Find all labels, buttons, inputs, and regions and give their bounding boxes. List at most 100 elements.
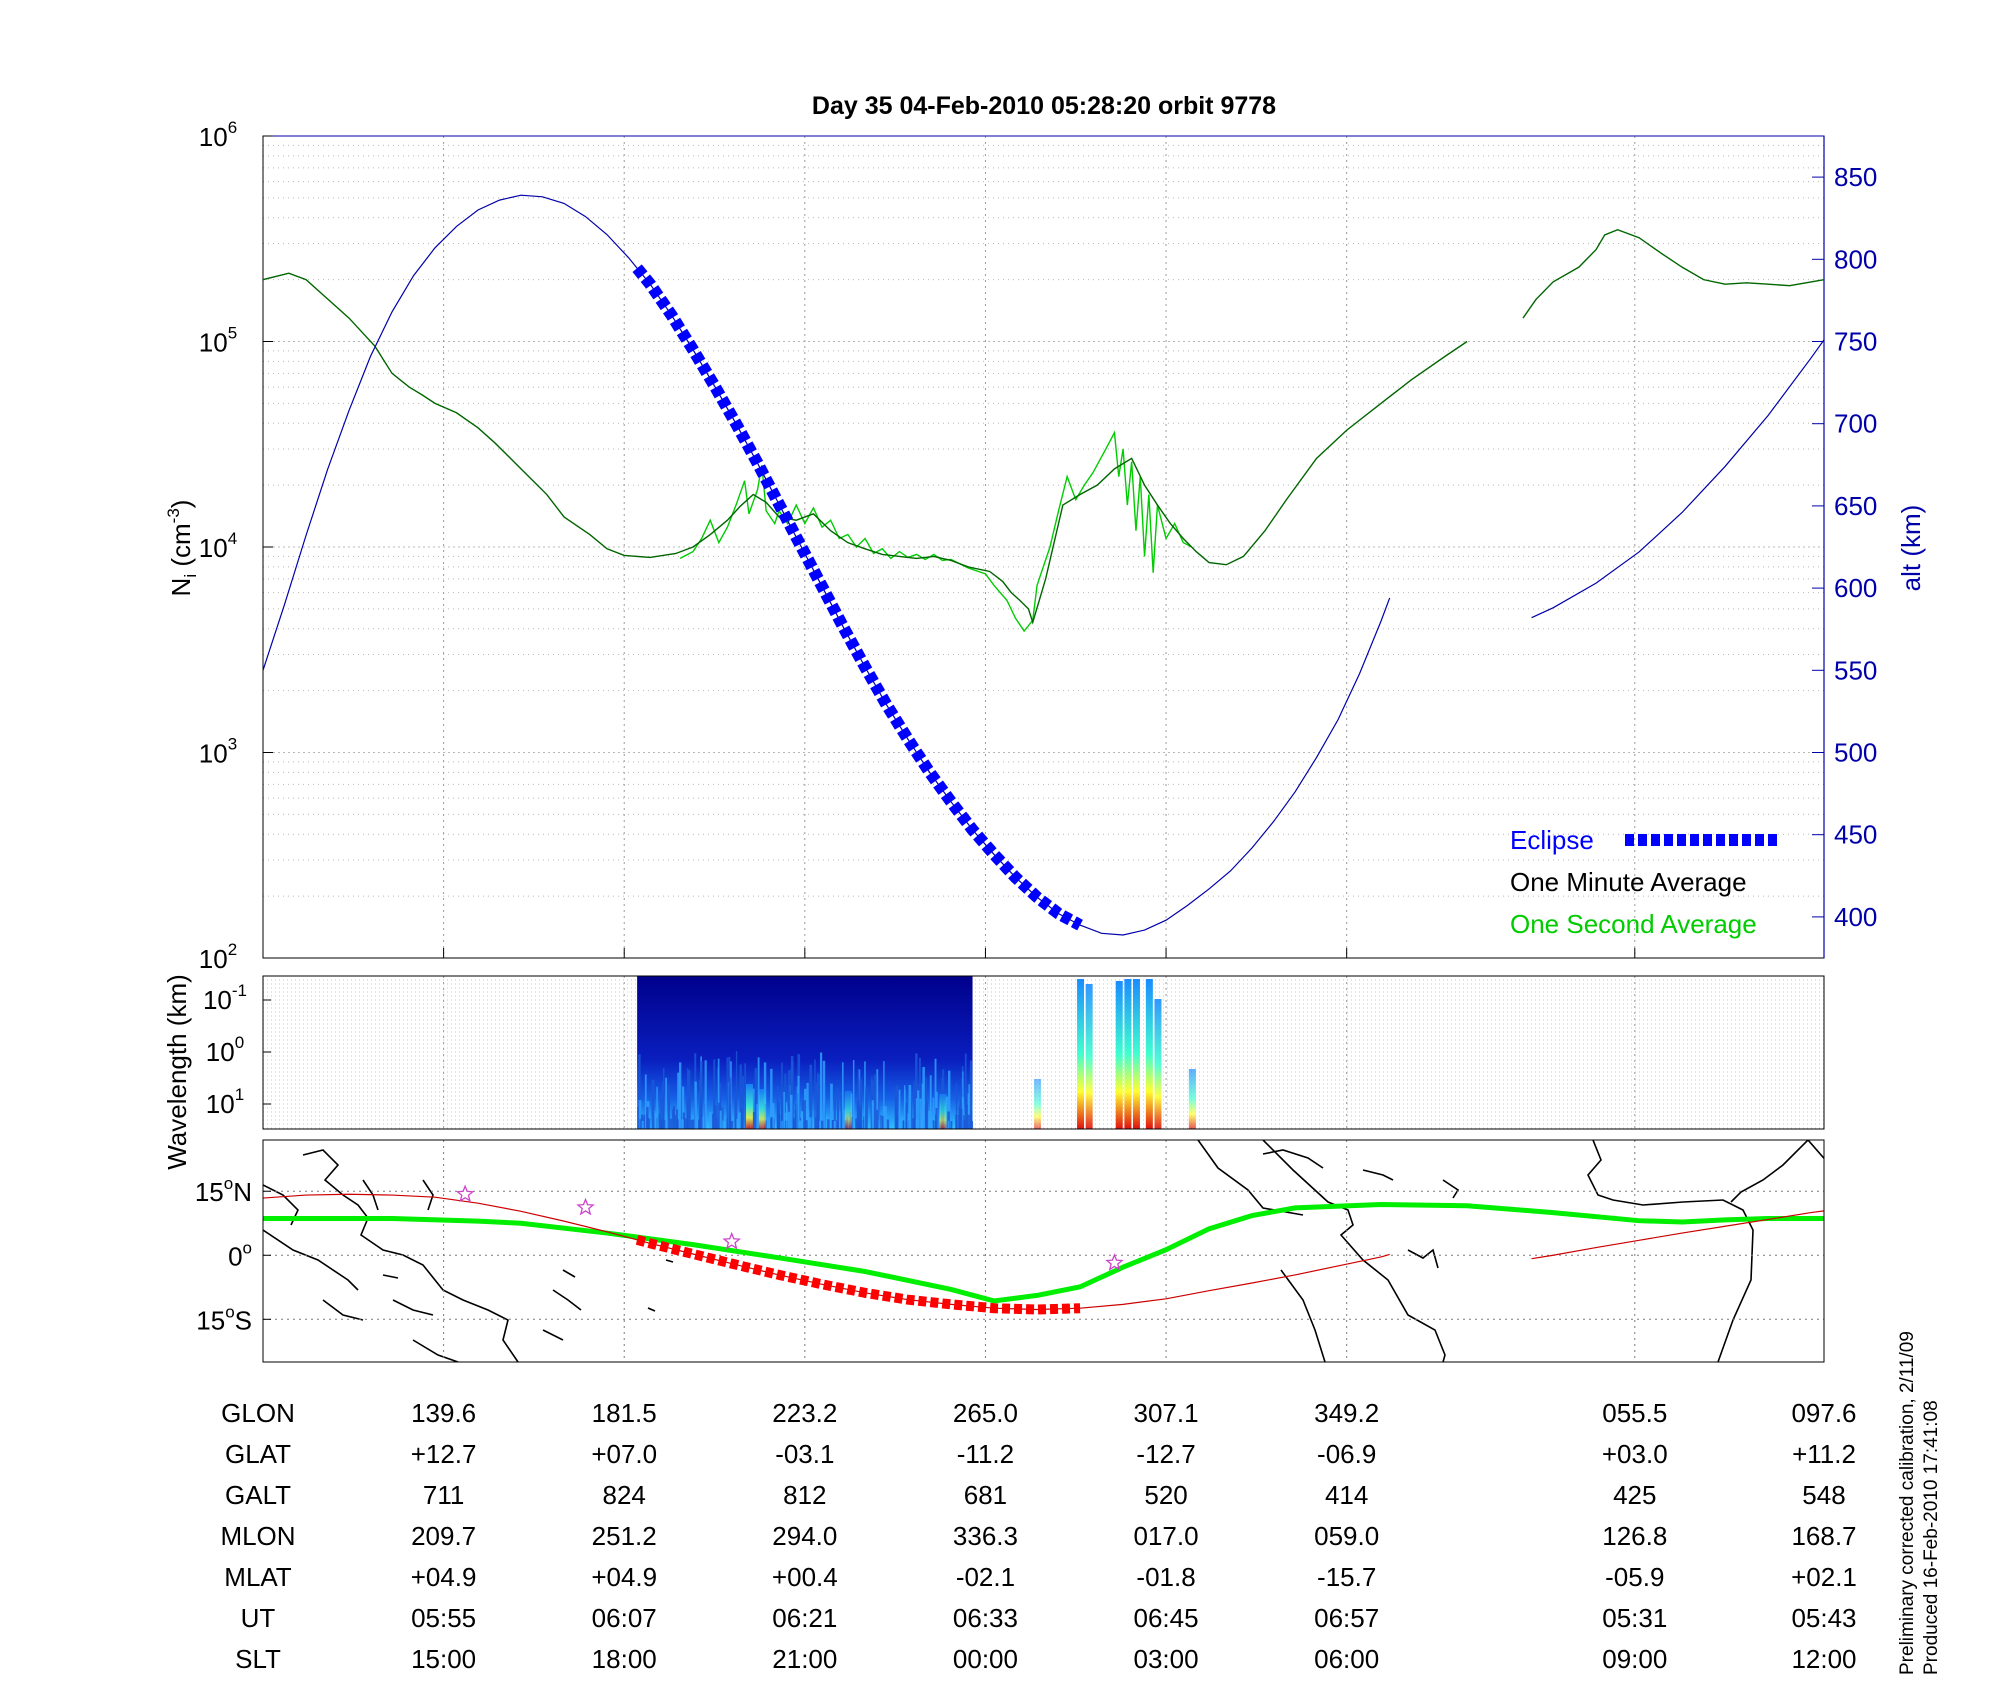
y-label-rest: (cm [166,523,196,574]
param-cell: 425 [1613,1480,1656,1510]
spectrogram-streak [797,1075,800,1129]
spectrogram-streak [724,1117,727,1129]
spectrogram-streak [843,1109,846,1129]
param-cell: 06:07 [592,1603,657,1633]
y-axis-label-altitude: alt (km) [1896,505,1926,592]
param-cell: 223.2 [772,1398,837,1428]
spectrogram-streak [928,1110,930,1129]
spectrogram-streak [855,1118,858,1129]
param-cell: 03:00 [1134,1644,1199,1674]
spectrogram-streak [955,1083,958,1129]
spectrogram-streak [808,1117,812,1129]
spectrogram-streak [827,1119,830,1129]
param-cell: 681 [964,1480,1007,1510]
spectrogram-streak [947,1120,950,1129]
spectrogram-streak [969,1060,972,1129]
spectrogram-streak [861,1120,864,1129]
param-cell: 06:21 [772,1603,837,1633]
y-tick-label: 102 [199,940,237,974]
spectrogram-streak [913,1080,915,1129]
param-cell: 139.6 [411,1398,476,1428]
spectrogram-streak [801,1116,803,1129]
param-cell: -03.1 [775,1439,834,1469]
coastline [412,1339,459,1362]
spectrogram-streak [738,1112,741,1129]
spectrogram-streak [950,1120,953,1129]
spectrogram-streak [795,1103,798,1129]
spectrogram-streak [651,1079,655,1129]
spectrogram-streak [900,1116,904,1129]
y-tick-exp: 6 [228,118,237,137]
spectrogram-streak [815,1082,819,1129]
spectrogram-streak [688,1070,691,1129]
spectrogram-streak [842,1062,844,1129]
spectrogram-streak [641,1120,644,1129]
spectrogram-streak [709,1112,712,1129]
spectrogram-streak [638,1100,642,1129]
spectrogram-streak [806,1082,809,1129]
y2-tick-label: 500 [1834,738,1877,768]
spectrogram-streak [964,1119,966,1129]
spectrogram-streak [858,1069,861,1129]
coastline [1587,1140,1754,1362]
spectrogram-streak [925,1077,927,1129]
coastline [422,1179,434,1211]
spectrogram-streak [821,1120,824,1129]
lat-direction: S [235,1305,252,1335]
spectrogram-grid [263,976,1824,1129]
spectrogram-streak [638,1054,641,1129]
spectrogram-streak [865,1086,868,1129]
degree-sign: o [224,1174,233,1193]
param-cell: 548 [1802,1480,1845,1510]
param-cell: 181.5 [592,1398,657,1428]
spectrogram-streak [819,1052,823,1129]
spectrogram-streak [656,1086,658,1129]
spectrogram-y-label: Wavelength (km) [162,974,192,1170]
y2-tick-label: 650 [1834,491,1877,521]
spectrogram-streak [873,1074,877,1129]
one-minute-average-line [263,272,1468,625]
y-tick-exp: 1 [235,1085,244,1104]
coastline [1262,1140,1446,1362]
spectrogram-streak [788,1070,790,1129]
spectrogram-streak [698,1079,701,1129]
star-marker [1105,1253,1124,1271]
spectrogram-streak [784,1073,787,1129]
altitude-line [1531,339,1824,619]
y-tick-base: 10 [199,533,228,563]
spectrogram-streak [857,1105,860,1129]
spectrogram-streak [770,1119,773,1129]
spectrogram-streak [919,1098,922,1129]
param-row-label: GALT [225,1480,291,1510]
param-cell: 06:33 [953,1603,1018,1633]
spectrogram-streak [677,1072,680,1129]
spectrogram-streak [696,1120,699,1129]
spectrogram-streak [809,1064,813,1129]
spectrogram-streak [963,1114,965,1129]
spectrogram-burst [1154,999,1162,1129]
param-cell: 12:00 [1791,1644,1856,1674]
y-tick-label: 105 [199,324,237,358]
param-cell: -06.9 [1317,1439,1376,1469]
spectrogram-streak [714,1105,718,1129]
spectrogram-streak [958,1107,961,1129]
coastline [1262,1149,1324,1169]
param-cell: -12.7 [1136,1439,1195,1469]
spectrogram-streak [857,1068,860,1129]
spectrogram-streak [781,1120,783,1129]
y-tick-exp: 0 [235,1033,244,1052]
param-cell: 05:31 [1602,1603,1667,1633]
spectrogram-streak [654,1113,657,1129]
param-cell: 711 [423,1480,464,1510]
y-tick-label: 10-1 [203,981,247,1015]
spectrogram-streak [830,1083,833,1129]
param-cell: 097.6 [1791,1398,1856,1428]
spectrogram-streak [799,1120,802,1129]
param-cell: 05:43 [1791,1603,1856,1633]
degree-sign: o [243,1238,252,1257]
spectrogram-streak [964,1053,967,1129]
param-cell: 055.5 [1602,1398,1667,1428]
param-cell: 06:00 [1314,1644,1379,1674]
